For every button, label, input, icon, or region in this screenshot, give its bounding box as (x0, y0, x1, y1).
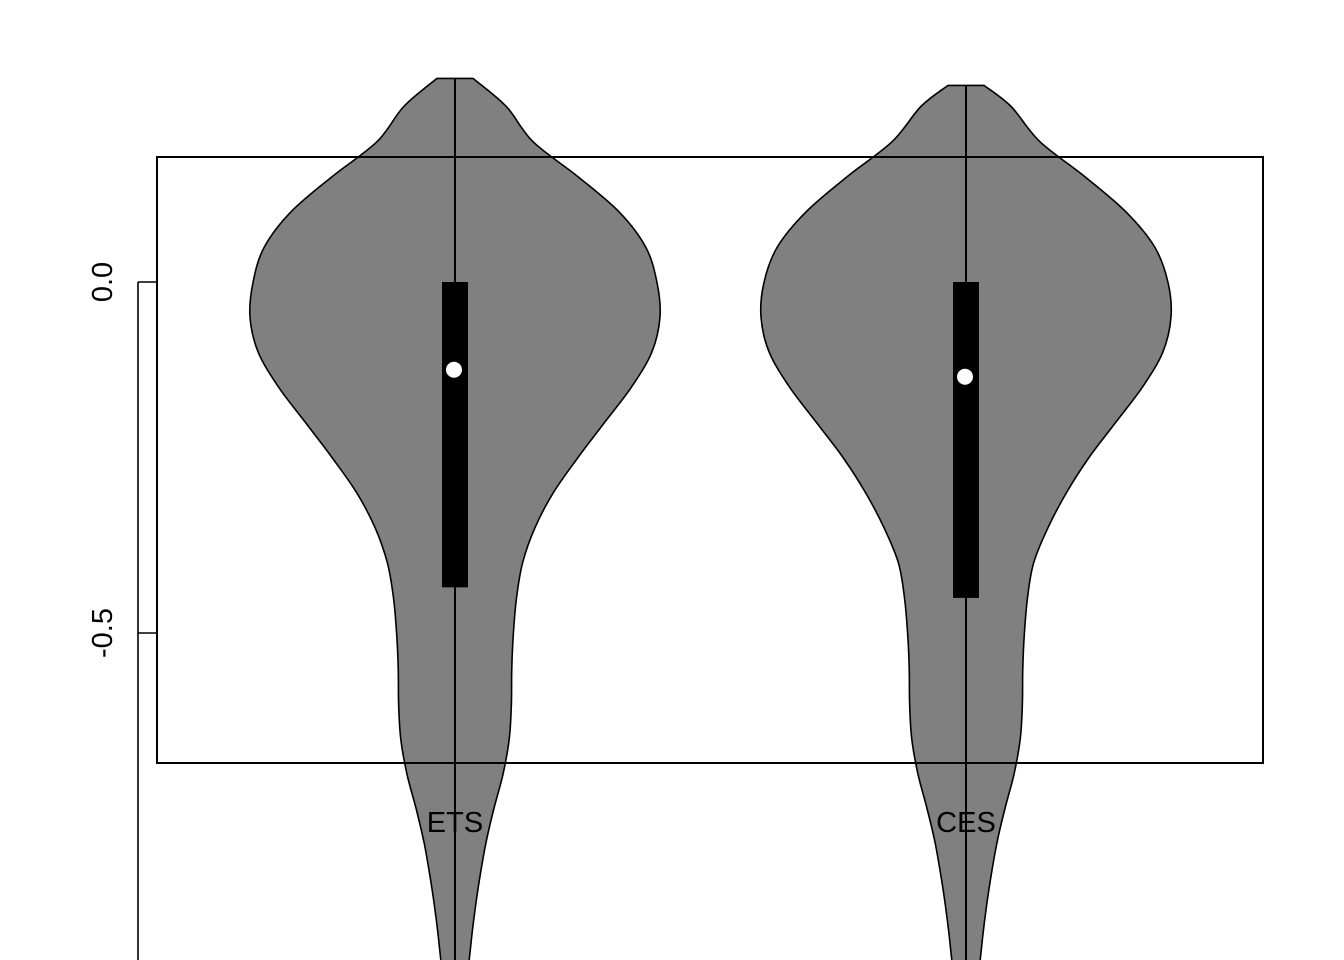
axes-layer: 0.0-0.5-1.0ETSCES (87, 262, 996, 960)
iqr-box-ets (442, 282, 468, 588)
median-dot-ets (446, 361, 462, 378)
violin-layer (248, 77, 1173, 960)
median-dot-ces (957, 368, 973, 385)
x-tick-label: ETS (427, 807, 483, 839)
y-tick-label: 0.0 (87, 262, 119, 302)
y-tick-label: -0.5 (87, 608, 119, 658)
iqr-box-ces (953, 282, 979, 598)
plot-area-frame (156, 156, 1264, 764)
x-tick-label: CES (936, 807, 996, 839)
